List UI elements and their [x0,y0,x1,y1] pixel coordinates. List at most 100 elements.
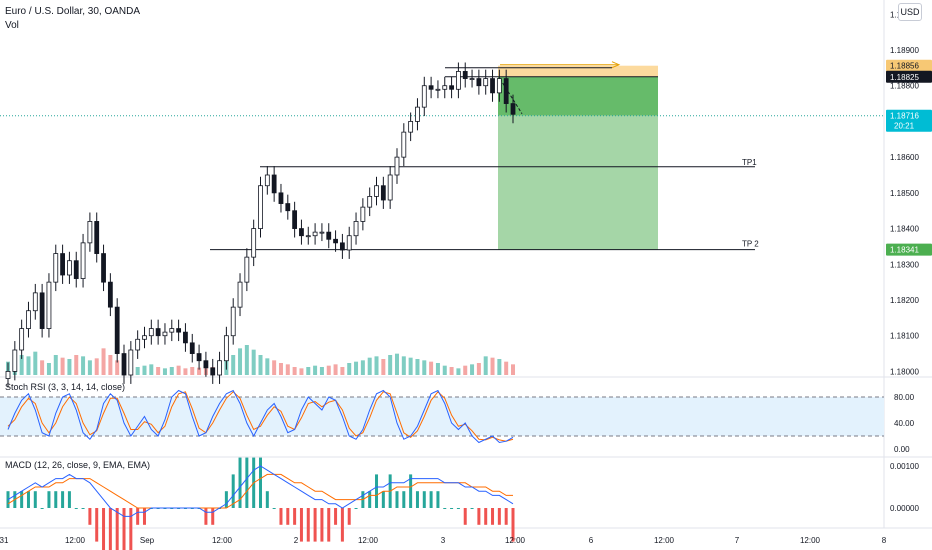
candle-body [183,332,187,343]
time-tick-label: Sep [140,536,155,545]
macd-histogram-bar [129,508,132,550]
candle-body [265,175,269,186]
candle-body [170,329,174,333]
volume-bar [170,367,174,375]
time-tick-label: 3 [441,536,446,545]
macd-histogram-bar [402,491,405,508]
price-tick-label: 1.18800 [890,82,919,91]
volume-bar [497,359,501,375]
volume-bar [265,358,269,375]
candle-body [286,204,290,211]
price-tick-label: 1.18400 [890,225,919,234]
time-tick-label: 7 [735,536,740,545]
stoch-tick-label: 0.00 [894,445,910,454]
candle-body [6,371,10,378]
volume-bar [156,367,160,375]
candle-body [497,79,501,93]
candle-body [463,71,467,78]
candle-body [415,107,419,121]
price-badge-label: 1.18825 [890,73,919,82]
macd-histogram-bar [279,508,282,525]
candle-body [340,243,344,250]
candle-body [136,339,140,350]
volume-bar [347,363,351,375]
stoch-tick-label: 40.00 [894,419,915,428]
volume-bar [504,362,508,375]
macd-histogram-bar [348,508,351,525]
macd-histogram-bar [484,508,487,525]
macd-histogram-bar [443,508,446,509]
price-tick-label: 1.18000 [890,367,919,376]
candle-body [299,229,303,236]
volume-bar [402,356,406,375]
tp2-label: TP 2 [742,240,759,249]
macd-histogram-bar [20,491,23,508]
candle-body [450,86,454,90]
time-tick-label: 12:00 [654,536,675,545]
volume-bar [108,355,112,375]
time-tick-label: 12:00 [212,536,233,545]
price-tick-label: 1.18500 [890,189,919,198]
volume-bar [259,355,263,375]
macd-histogram-bar [334,508,337,525]
price-tick-label: 1.18300 [890,260,919,269]
macd-histogram-bar [245,458,248,508]
macd-histogram-bar [61,491,64,508]
stoch-band [0,397,884,436]
candle-body [347,236,351,250]
macd-histogram-bar [436,491,439,508]
candle-body [163,332,167,336]
volume-bar [279,363,283,375]
currency-button[interactable]: USD [898,3,922,21]
macd-histogram-bar [355,508,358,509]
volume-bar [381,359,385,375]
profit-zone-reached [498,77,658,116]
volume-bar [320,367,324,375]
macd-histogram-bar [116,508,119,550]
macd-histogram-bar [341,508,344,542]
volume-bar [183,368,187,375]
price-tick-label: 1.18900 [890,46,919,55]
volume-bar [95,358,99,375]
profit-zone [498,116,658,250]
candle-body [491,79,495,93]
candle-body [327,232,331,239]
candle-body [395,157,399,175]
candle-body [354,221,358,235]
candle-body [484,79,488,86]
volume-bar [375,356,379,375]
macd-histogram-bar [395,491,398,508]
candle-body [504,79,508,104]
candle-body [115,307,119,353]
currency-button-label: USD [899,4,921,20]
candle-body [102,254,106,283]
macd-histogram-bar [477,508,480,525]
time-tick-label: 31 [0,536,9,545]
candle-body [252,229,256,258]
volume-bar [429,362,433,375]
volume-bar [511,364,515,375]
volume-bar [238,348,242,375]
volume-bar [422,360,426,375]
candle-body [149,329,153,336]
macd-histogram-bar [430,491,433,508]
volume-bar [177,366,181,375]
candle-body [197,354,201,361]
volume-bar [252,350,256,375]
macd-histogram-bar [464,508,467,525]
price-tick-label: 1.18600 [890,153,919,162]
macd-histogram-bar [54,491,57,508]
candle-body [313,232,317,236]
candle-body [108,282,112,307]
macd-histogram-bar [82,508,85,509]
volume-bar [477,363,481,375]
macd-histogram-bar [320,508,323,542]
volume-bar [74,355,78,375]
candle-body [54,254,58,283]
candle-body [443,86,447,90]
macd-histogram-bar [368,491,371,508]
macd-histogram-bar [300,508,303,542]
macd-histogram-bar [450,508,453,509]
volume-bar [40,360,44,375]
macd-histogram-bar [41,508,44,509]
